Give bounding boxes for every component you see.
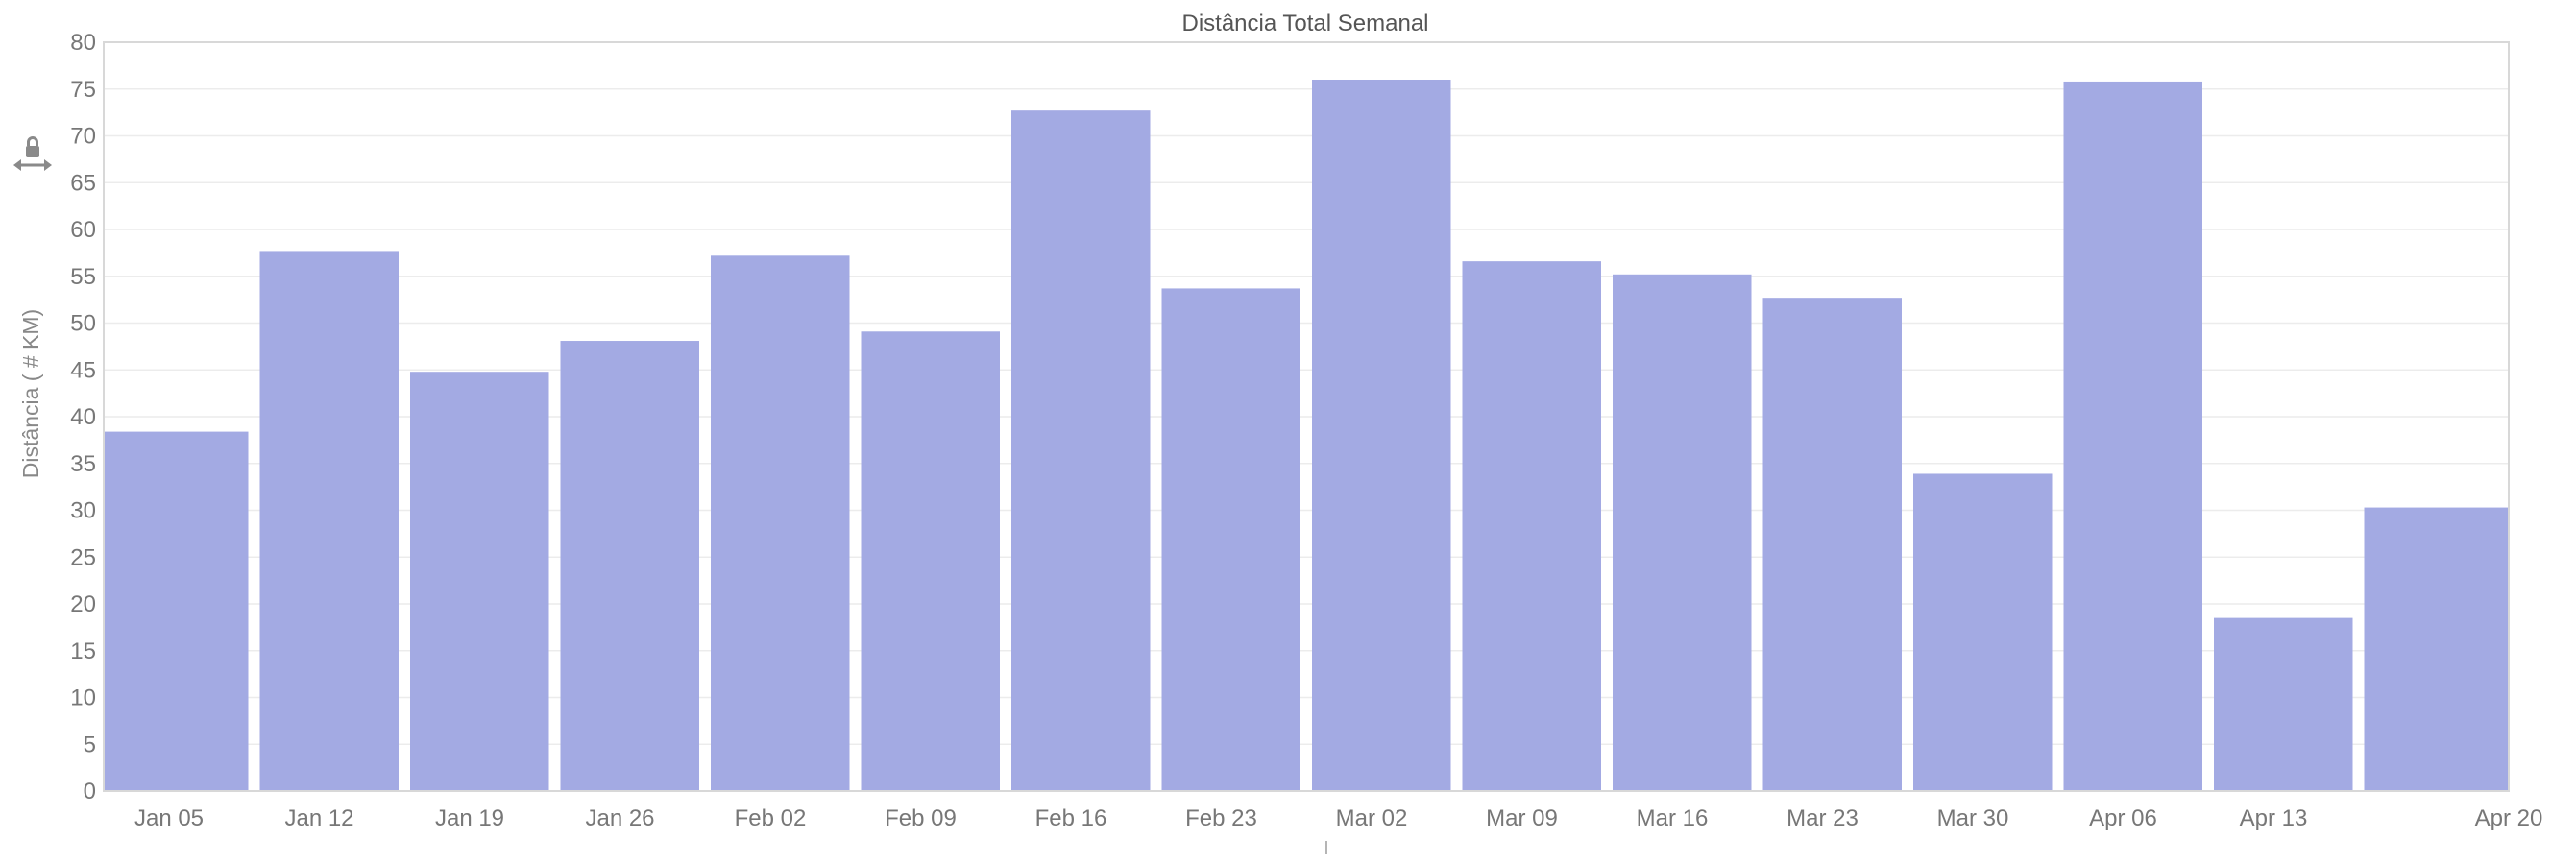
y-tick-label: 70 xyxy=(70,124,96,150)
bar-mar-30[interactable] xyxy=(1913,473,2053,791)
x-tick-label: Mar 02 xyxy=(1336,806,1408,831)
bar-mar-02[interactable] xyxy=(1312,80,1451,791)
bar-feb-16[interactable] xyxy=(1011,110,1151,792)
x-tick-label: Mar 30 xyxy=(1937,806,2009,831)
y-tick-label: 80 xyxy=(70,30,96,56)
y-axis-title: Distância ( # KM) xyxy=(18,309,43,478)
bar-feb-23[interactable] xyxy=(1161,288,1301,791)
y-tick-label: 0 xyxy=(84,779,96,805)
x-tick-label: Jan 12 xyxy=(284,806,353,831)
y-tick-label: 15 xyxy=(70,638,96,664)
bar-apr-20[interactable] xyxy=(2364,507,2510,791)
bars xyxy=(104,80,2510,792)
bar-apr-13[interactable] xyxy=(2214,617,2353,791)
y-tick-label: 40 xyxy=(70,404,96,430)
x-tick-label: Jan 26 xyxy=(585,806,654,831)
bar-mar-16[interactable] xyxy=(1613,274,1752,791)
x-tick-label: Apr 06 xyxy=(2089,806,2157,831)
x-tick-label: Mar 16 xyxy=(1637,806,1709,831)
y-tick-label: 45 xyxy=(70,357,96,383)
x-tick-label: Feb 02 xyxy=(735,806,807,831)
x-tick-label: Jan 19 xyxy=(435,806,504,831)
y-tick-label: 5 xyxy=(84,732,96,758)
y-tick-label: 25 xyxy=(70,544,96,570)
bar-jan-12[interactable] xyxy=(259,251,400,791)
y-tick-label: 75 xyxy=(70,77,96,103)
lock-horizontal-pan-icon[interactable] xyxy=(13,136,52,172)
bar-jan-05[interactable] xyxy=(104,431,249,791)
plot-frame xyxy=(103,41,2510,792)
x-axis-ticks: Jan 05 Jan 12 Jan 19 Jan 26 Feb 02 Feb 09 Feb … xyxy=(134,806,2542,831)
bar-mar-09[interactable] xyxy=(1462,261,1602,791)
x-tick-label: Apr 13 xyxy=(2240,806,2308,831)
x-tick-label: Jan 05 xyxy=(134,806,204,831)
chart-title: Distância Total Semanal xyxy=(1181,11,1428,36)
x-tick-label: Mar 09 xyxy=(1486,806,1558,831)
y-tick-label: 35 xyxy=(70,451,96,477)
y-tick-label: 65 xyxy=(70,170,96,196)
bar-jan-19[interactable] xyxy=(410,372,549,791)
x-tick-label: Mar 23 xyxy=(1786,806,1859,831)
y-tick-label: 50 xyxy=(70,311,96,337)
y-tick-label: 10 xyxy=(70,686,96,711)
y-tick-label: 20 xyxy=(70,591,96,617)
x-tick-label: Feb 09 xyxy=(885,806,957,831)
bar-jan-26[interactable] xyxy=(560,341,700,791)
bar-feb-09[interactable] xyxy=(861,331,1001,791)
x-tick-label: Feb 23 xyxy=(1185,806,1257,831)
y-tick-label: 60 xyxy=(70,217,96,243)
bar-apr-06[interactable] xyxy=(2063,81,2203,791)
x-tick-label: Feb 16 xyxy=(1035,806,1107,831)
y-tick-label: 30 xyxy=(70,498,96,524)
y-tick-label: 55 xyxy=(70,264,96,290)
y-axis-ticks: 0 5 10 15 20 25 30 35 40 45 50 55 60 65 70 75 80 xyxy=(70,30,96,805)
bar-mar-23[interactable] xyxy=(1762,298,1903,791)
bar-feb-02[interactable] xyxy=(711,255,850,791)
x-tick-label: Apr 20 xyxy=(2475,806,2543,831)
